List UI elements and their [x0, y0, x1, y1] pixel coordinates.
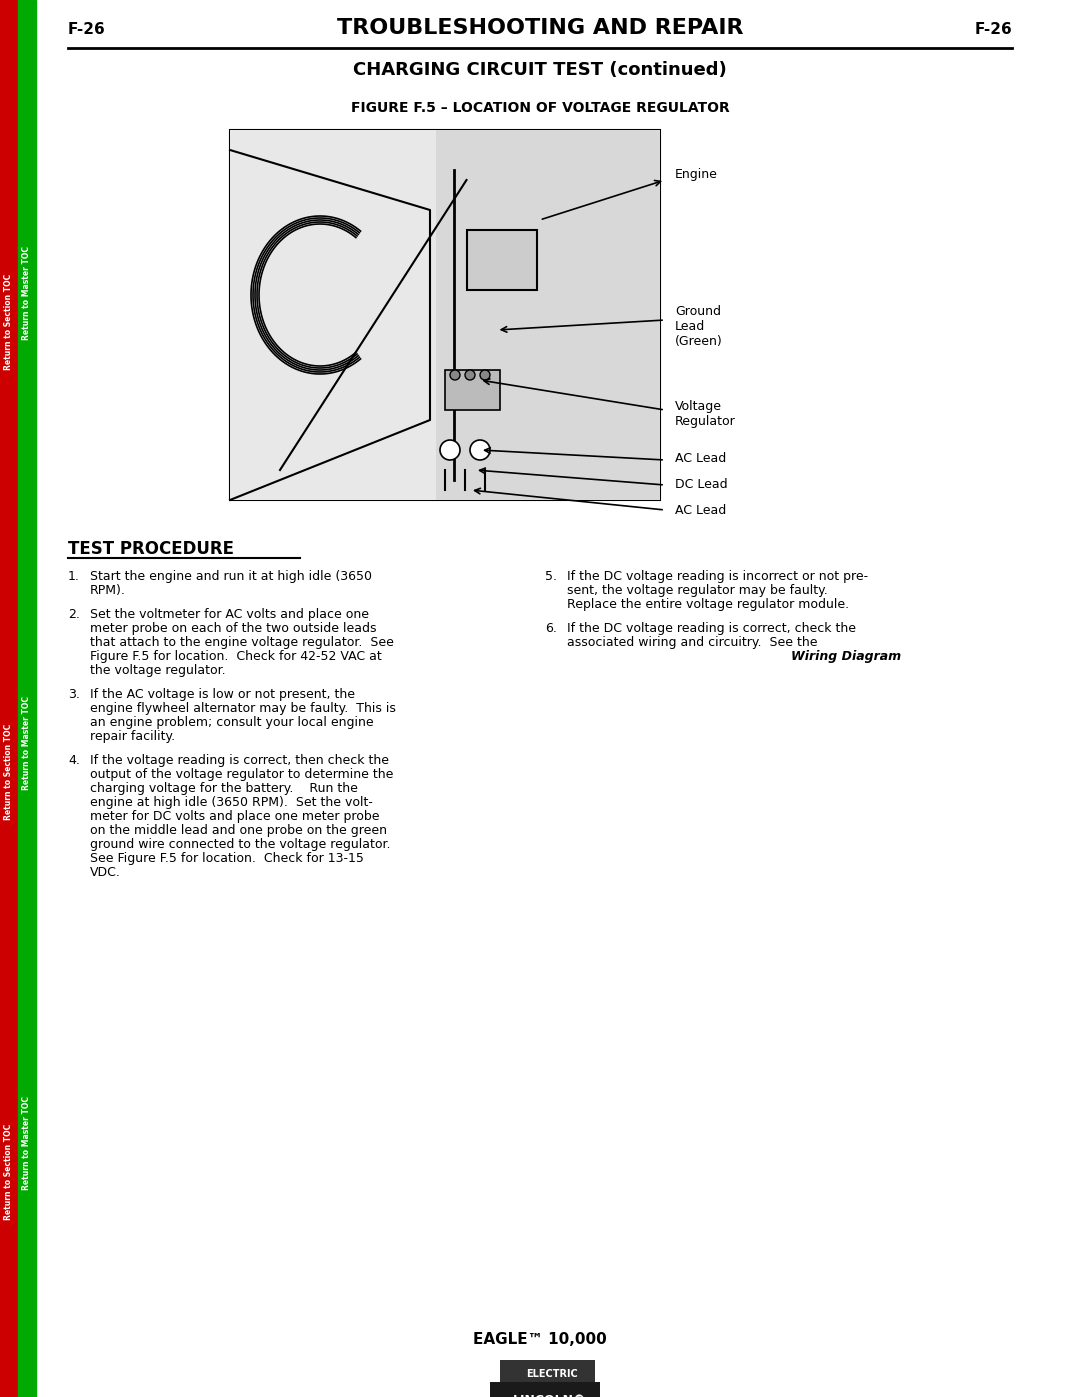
- Text: See Figure F.5 for location.  Check for 13-15: See Figure F.5 for location. Check for 1…: [90, 852, 364, 865]
- Text: Return to Master TOC: Return to Master TOC: [23, 1097, 31, 1190]
- Text: engine at high idle (3650 RPM).  Set the volt-: engine at high idle (3650 RPM). Set the …: [90, 796, 373, 809]
- Text: Return to Section TOC: Return to Section TOC: [4, 274, 14, 370]
- Bar: [467, 231, 537, 291]
- Text: If the DC voltage reading is correct, check the: If the DC voltage reading is correct, ch…: [567, 622, 856, 636]
- Text: 2.: 2.: [68, 608, 80, 622]
- Text: Ground
Lead
(Green): Ground Lead (Green): [675, 305, 723, 348]
- Bar: [230, 130, 660, 500]
- Text: engine flywheel alternator may be faulty.  This is: engine flywheel alternator may be faulty…: [90, 703, 396, 715]
- Text: the voltage regulator.: the voltage regulator.: [90, 664, 226, 678]
- Text: output of the voltage regulator to determine the: output of the voltage regulator to deter…: [90, 768, 393, 781]
- Text: Return to Section TOC: Return to Section TOC: [4, 724, 14, 820]
- Text: repair facility.: repair facility.: [90, 731, 175, 743]
- Text: CHARGING CIRCUIT TEST (continued): CHARGING CIRCUIT TEST (continued): [353, 61, 727, 80]
- Text: 5.: 5.: [545, 570, 557, 583]
- Text: Return to Master TOC: Return to Master TOC: [23, 246, 31, 339]
- Circle shape: [470, 440, 490, 460]
- Text: Wiring Diagram: Wiring Diagram: [791, 650, 901, 664]
- Text: If the DC voltage reading is incorrect or not pre-: If the DC voltage reading is incorrect o…: [567, 570, 868, 583]
- Text: Voltage
Regulator: Voltage Regulator: [675, 400, 735, 427]
- Circle shape: [450, 370, 460, 380]
- Text: .: .: [879, 650, 883, 664]
- Text: LINCOLN®: LINCOLN®: [513, 1393, 586, 1397]
- Text: associated wiring and circuitry.  See the: associated wiring and circuitry. See the: [567, 636, 822, 650]
- Text: Replace the entire voltage regulator module.: Replace the entire voltage regulator mod…: [567, 598, 849, 610]
- Text: TEST PROCEDURE: TEST PROCEDURE: [68, 541, 234, 557]
- Text: FIGURE F.5 – LOCATION OF VOLTAGE REGULATOR: FIGURE F.5 – LOCATION OF VOLTAGE REGULAT…: [351, 101, 729, 115]
- Bar: [500, 1361, 595, 1382]
- Text: F-26: F-26: [68, 22, 106, 38]
- Circle shape: [465, 370, 475, 380]
- Bar: [445, 370, 500, 409]
- Circle shape: [440, 440, 460, 460]
- Text: Set the voltmeter for AC volts and place one: Set the voltmeter for AC volts and place…: [90, 608, 369, 622]
- Bar: [0, 0, 18, 1397]
- Text: TROUBLESHOOTING AND REPAIR: TROUBLESHOOTING AND REPAIR: [337, 18, 743, 38]
- Bar: [490, 1382, 600, 1397]
- Text: If the voltage reading is correct, then check the: If the voltage reading is correct, then …: [90, 754, 389, 767]
- Text: 3.: 3.: [68, 687, 80, 701]
- Text: Return to Master TOC: Return to Master TOC: [23, 696, 31, 789]
- Text: meter for DC volts and place one meter probe: meter for DC volts and place one meter p…: [90, 810, 379, 823]
- Text: Return to Section TOC: Return to Section TOC: [4, 1123, 14, 1220]
- Bar: [230, 130, 660, 500]
- Text: that attach to the engine voltage regulator.  See: that attach to the engine voltage regula…: [90, 636, 394, 650]
- Text: Engine: Engine: [675, 168, 718, 182]
- Text: AC Lead: AC Lead: [675, 453, 726, 465]
- Text: DC Lead: DC Lead: [675, 478, 728, 490]
- Text: on the middle lead and one probe on the green: on the middle lead and one probe on the …: [90, 824, 387, 837]
- Text: charging voltage for the battery.    Run the: charging voltage for the battery. Run th…: [90, 782, 357, 795]
- Circle shape: [480, 370, 490, 380]
- Text: If the AC voltage is low or not present, the: If the AC voltage is low or not present,…: [90, 687, 355, 701]
- Bar: [18, 0, 36, 1397]
- Text: ELECTRIC: ELECTRIC: [526, 1369, 578, 1379]
- Text: 4.: 4.: [68, 754, 80, 767]
- Text: Figure F.5 for location.  Check for 42-52 VAC at: Figure F.5 for location. Check for 42-52…: [90, 650, 381, 664]
- Text: F-26: F-26: [974, 22, 1012, 38]
- Text: 1.: 1.: [68, 570, 80, 583]
- Text: an engine problem; consult your local engine: an engine problem; consult your local en…: [90, 717, 374, 729]
- Text: sent, the voltage regulator may be faulty.: sent, the voltage regulator may be fault…: [567, 584, 827, 597]
- Text: RPM).: RPM).: [90, 584, 126, 597]
- Text: 6.: 6.: [545, 622, 557, 636]
- Text: EAGLE™ 10,000: EAGLE™ 10,000: [473, 1333, 607, 1348]
- Text: Start the engine and run it at high idle (3650: Start the engine and run it at high idle…: [90, 570, 372, 583]
- Text: VDC.: VDC.: [90, 866, 121, 879]
- Text: AC Lead: AC Lead: [675, 504, 726, 517]
- Text: meter probe on each of the two outside leads: meter probe on each of the two outside l…: [90, 622, 377, 636]
- Bar: [436, 130, 660, 500]
- Text: ground wire connected to the voltage regulator.: ground wire connected to the voltage reg…: [90, 838, 391, 851]
